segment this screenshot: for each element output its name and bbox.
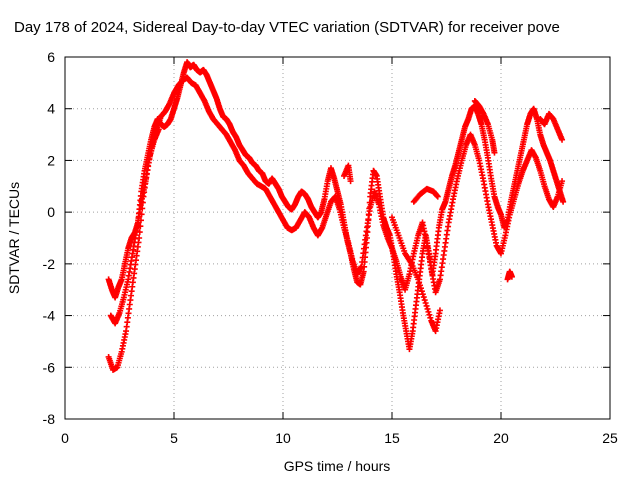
data-point-marker (508, 273, 515, 280)
x-tick-label: 15 (384, 430, 400, 446)
data-point-marker (559, 178, 566, 185)
data-point-marker (491, 149, 498, 156)
data-point-marker (425, 308, 432, 315)
data-point-marker (434, 193, 441, 200)
y-tick-label: -8 (43, 411, 56, 427)
y-tick-label: 2 (47, 152, 55, 168)
plot-frame (64, 56, 611, 420)
y-axis-label: SDTVAR / TECUs (6, 182, 22, 294)
data-point-marker (560, 198, 567, 205)
data-point-marker (415, 276, 422, 283)
y-tick-label: -2 (43, 256, 56, 272)
x-axis-ticks: 0 5 10 15 20 25 (61, 57, 618, 446)
data-point-marker (423, 302, 430, 309)
y-tick-label: -6 (43, 359, 56, 375)
data-point-marker (427, 314, 434, 321)
data-point-marker (417, 285, 424, 292)
data-point-marker (424, 305, 431, 312)
data-point-marker (155, 126, 162, 133)
points-layer (105, 59, 567, 373)
data-point-marker (559, 136, 566, 143)
grid-layer (65, 57, 610, 419)
y-tick-label: 0 (47, 204, 55, 220)
y-axis-ticks: -8 -6 -4 -2 0 2 4 6 (43, 49, 610, 427)
x-tick-label: 0 (61, 430, 69, 446)
x-tick-label: 25 (602, 430, 618, 446)
data-point-marker (436, 307, 443, 314)
x-tick-label: 20 (493, 430, 509, 446)
chart-title: Day 178 of 2024, Sidereal Day-to-day VTE… (14, 19, 560, 36)
data-point-marker (416, 279, 423, 286)
data-point-marker (422, 300, 429, 307)
data-point-marker (347, 178, 354, 185)
x-tick-label: 10 (275, 430, 291, 446)
data-point-marker (421, 297, 428, 304)
y-tick-label: 4 (47, 101, 55, 117)
data-point-marker (419, 291, 426, 298)
data-point-marker (417, 282, 424, 289)
x-axis-label: GPS time / hours (284, 458, 391, 474)
y-tick-label: -4 (43, 308, 56, 324)
data-point-marker (426, 311, 433, 318)
y-tick-label: 6 (47, 49, 55, 65)
x-tick-label: 5 (170, 430, 178, 446)
data-point-marker (420, 294, 427, 301)
data-point-marker (418, 288, 425, 295)
